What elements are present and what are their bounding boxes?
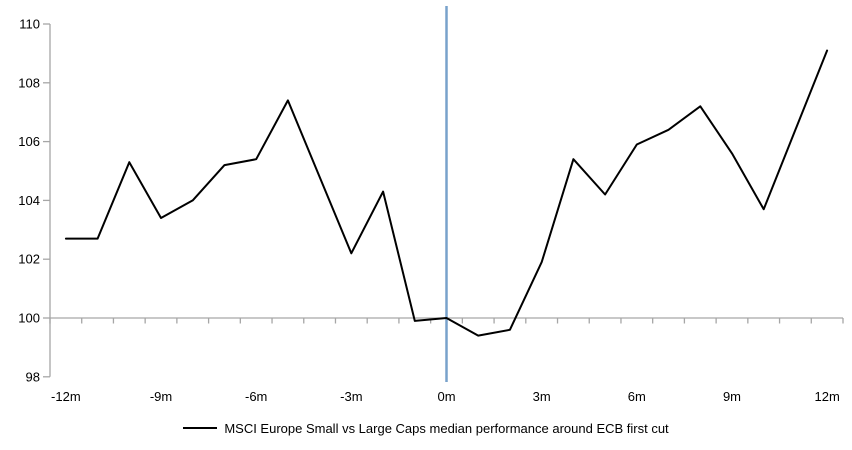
x-axis: -12m -9m -6m -3m 0m 3m 6m 9m 12m	[49, 317, 844, 404]
y-tick-label: 108	[18, 75, 40, 90]
y-tick-label: 100	[18, 311, 40, 326]
x-tick-label: 6m	[628, 389, 646, 404]
x-tick-label: 3m	[533, 389, 551, 404]
legend-line-swatch	[183, 427, 218, 429]
y-axis: 98 100 102 104 106 108 110	[18, 17, 51, 384]
x-tick-label: -9m	[150, 389, 172, 404]
x-tick-label: -3m	[340, 389, 362, 404]
y-tick-label: 106	[18, 134, 40, 149]
x-tick-label: -6m	[245, 389, 267, 404]
x-tick-label: -12m	[51, 389, 81, 404]
y-tick-label: 110	[19, 17, 40, 32]
y-tick-label: 102	[18, 252, 40, 267]
series-group	[64, 49, 829, 337]
series-line	[64, 49, 829, 337]
x-tick-label: 9m	[723, 389, 741, 404]
legend-label: MSCI Europe Small vs Large Caps median p…	[224, 420, 669, 436]
y-tick-label: 98	[26, 369, 40, 384]
legend: MSCI Europe Small vs Large Caps median p…	[0, 418, 852, 438]
x-tick-label: 12m	[814, 389, 839, 404]
y-tick-label: 104	[18, 193, 40, 208]
x-tick-label: 0m	[437, 389, 455, 404]
